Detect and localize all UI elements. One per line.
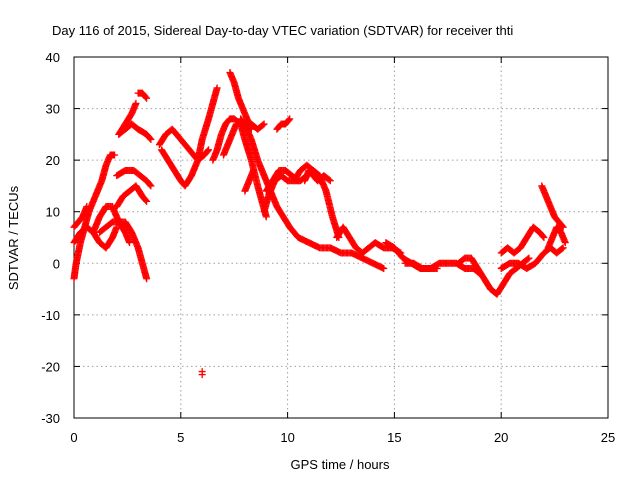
data-point: [540, 234, 548, 241]
data-point: [198, 371, 206, 379]
y-tick-label: 0: [53, 256, 60, 271]
data-point: [524, 255, 532, 263]
series-track-w: [301, 166, 334, 185]
y-tick-label: 20: [46, 153, 60, 168]
data-point: [205, 146, 213, 154]
data-point: [126, 239, 134, 247]
series-track-ab: [497, 223, 548, 257]
data-point: [204, 147, 212, 155]
data-point: [286, 115, 294, 123]
data-point: [260, 120, 268, 128]
series-track-a: [70, 151, 119, 283]
series-track-r: [237, 115, 388, 272]
x-tick-label: 10: [280, 430, 294, 445]
series-track-af: [198, 368, 206, 379]
x-axis: 0 5 10 15 20 25: [70, 57, 615, 445]
data-points: [70, 68, 569, 379]
data-point: [147, 136, 155, 144]
y-tick-label: 40: [46, 50, 60, 65]
series-track-g: [113, 166, 155, 190]
series-track-f: [113, 182, 151, 211]
series-track-q: [273, 115, 294, 133]
series-track-e: [96, 218, 151, 283]
data-point: [558, 245, 566, 253]
data-point: [143, 275, 151, 283]
series-track-d: [70, 203, 91, 231]
data-point: [83, 203, 91, 211]
data-point: [561, 239, 569, 247]
data-point: [142, 93, 150, 101]
data-point: [232, 120, 240, 128]
x-tick-label: 20: [494, 430, 508, 445]
data-point: [285, 116, 293, 124]
data-point: [147, 182, 155, 190]
series-track-ae: [544, 223, 569, 252]
data-point: [143, 197, 151, 205]
data-point: [249, 166, 257, 174]
series-track-s: [241, 166, 257, 195]
chart-title: Day 116 of 2015, Sidereal Day-to-day VTE…: [52, 23, 513, 38]
data-point: [111, 151, 119, 159]
data-point: [380, 264, 388, 272]
x-tick-label: 25: [601, 430, 615, 445]
data-point: [539, 232, 547, 240]
data-point: [132, 99, 140, 107]
y-tick-label: -10: [41, 308, 60, 323]
y-tick-label: -30: [41, 411, 60, 426]
data-point: [142, 196, 150, 204]
series-track-j: [115, 99, 140, 138]
data-point: [259, 121, 267, 129]
x-axis-label: GPS time / hours: [291, 457, 390, 472]
gridlines: [74, 57, 608, 418]
y-tick-label: 10: [46, 205, 60, 220]
series-track-l: [158, 84, 221, 190]
series-track-ad: [538, 182, 567, 231]
data-point: [325, 176, 333, 184]
series-track-i: [134, 89, 151, 102]
data-point: [143, 94, 151, 102]
y-tick-label: 30: [46, 102, 60, 117]
data-point: [326, 177, 334, 185]
data-point: [262, 213, 270, 221]
data-point: [559, 223, 567, 231]
data-point: [558, 222, 566, 230]
y-axis: -30 -20 -10 0 10 20 30 40: [41, 50, 608, 426]
data-point: [213, 84, 221, 92]
data-point: [559, 244, 567, 252]
series-track-o: [220, 120, 240, 159]
data-point: [146, 181, 154, 189]
data-point: [146, 134, 154, 142]
y-axis-label: SDTVAR / TECUs: [6, 185, 21, 290]
x-tick-label: 5: [177, 430, 184, 445]
y-tick-label: -20: [41, 359, 60, 374]
x-tick-label: 15: [387, 430, 401, 445]
series-track-aa: [454, 254, 533, 298]
series-track-b: [70, 223, 121, 252]
data-point: [525, 254, 533, 262]
x-tick-label: 0: [70, 430, 77, 445]
